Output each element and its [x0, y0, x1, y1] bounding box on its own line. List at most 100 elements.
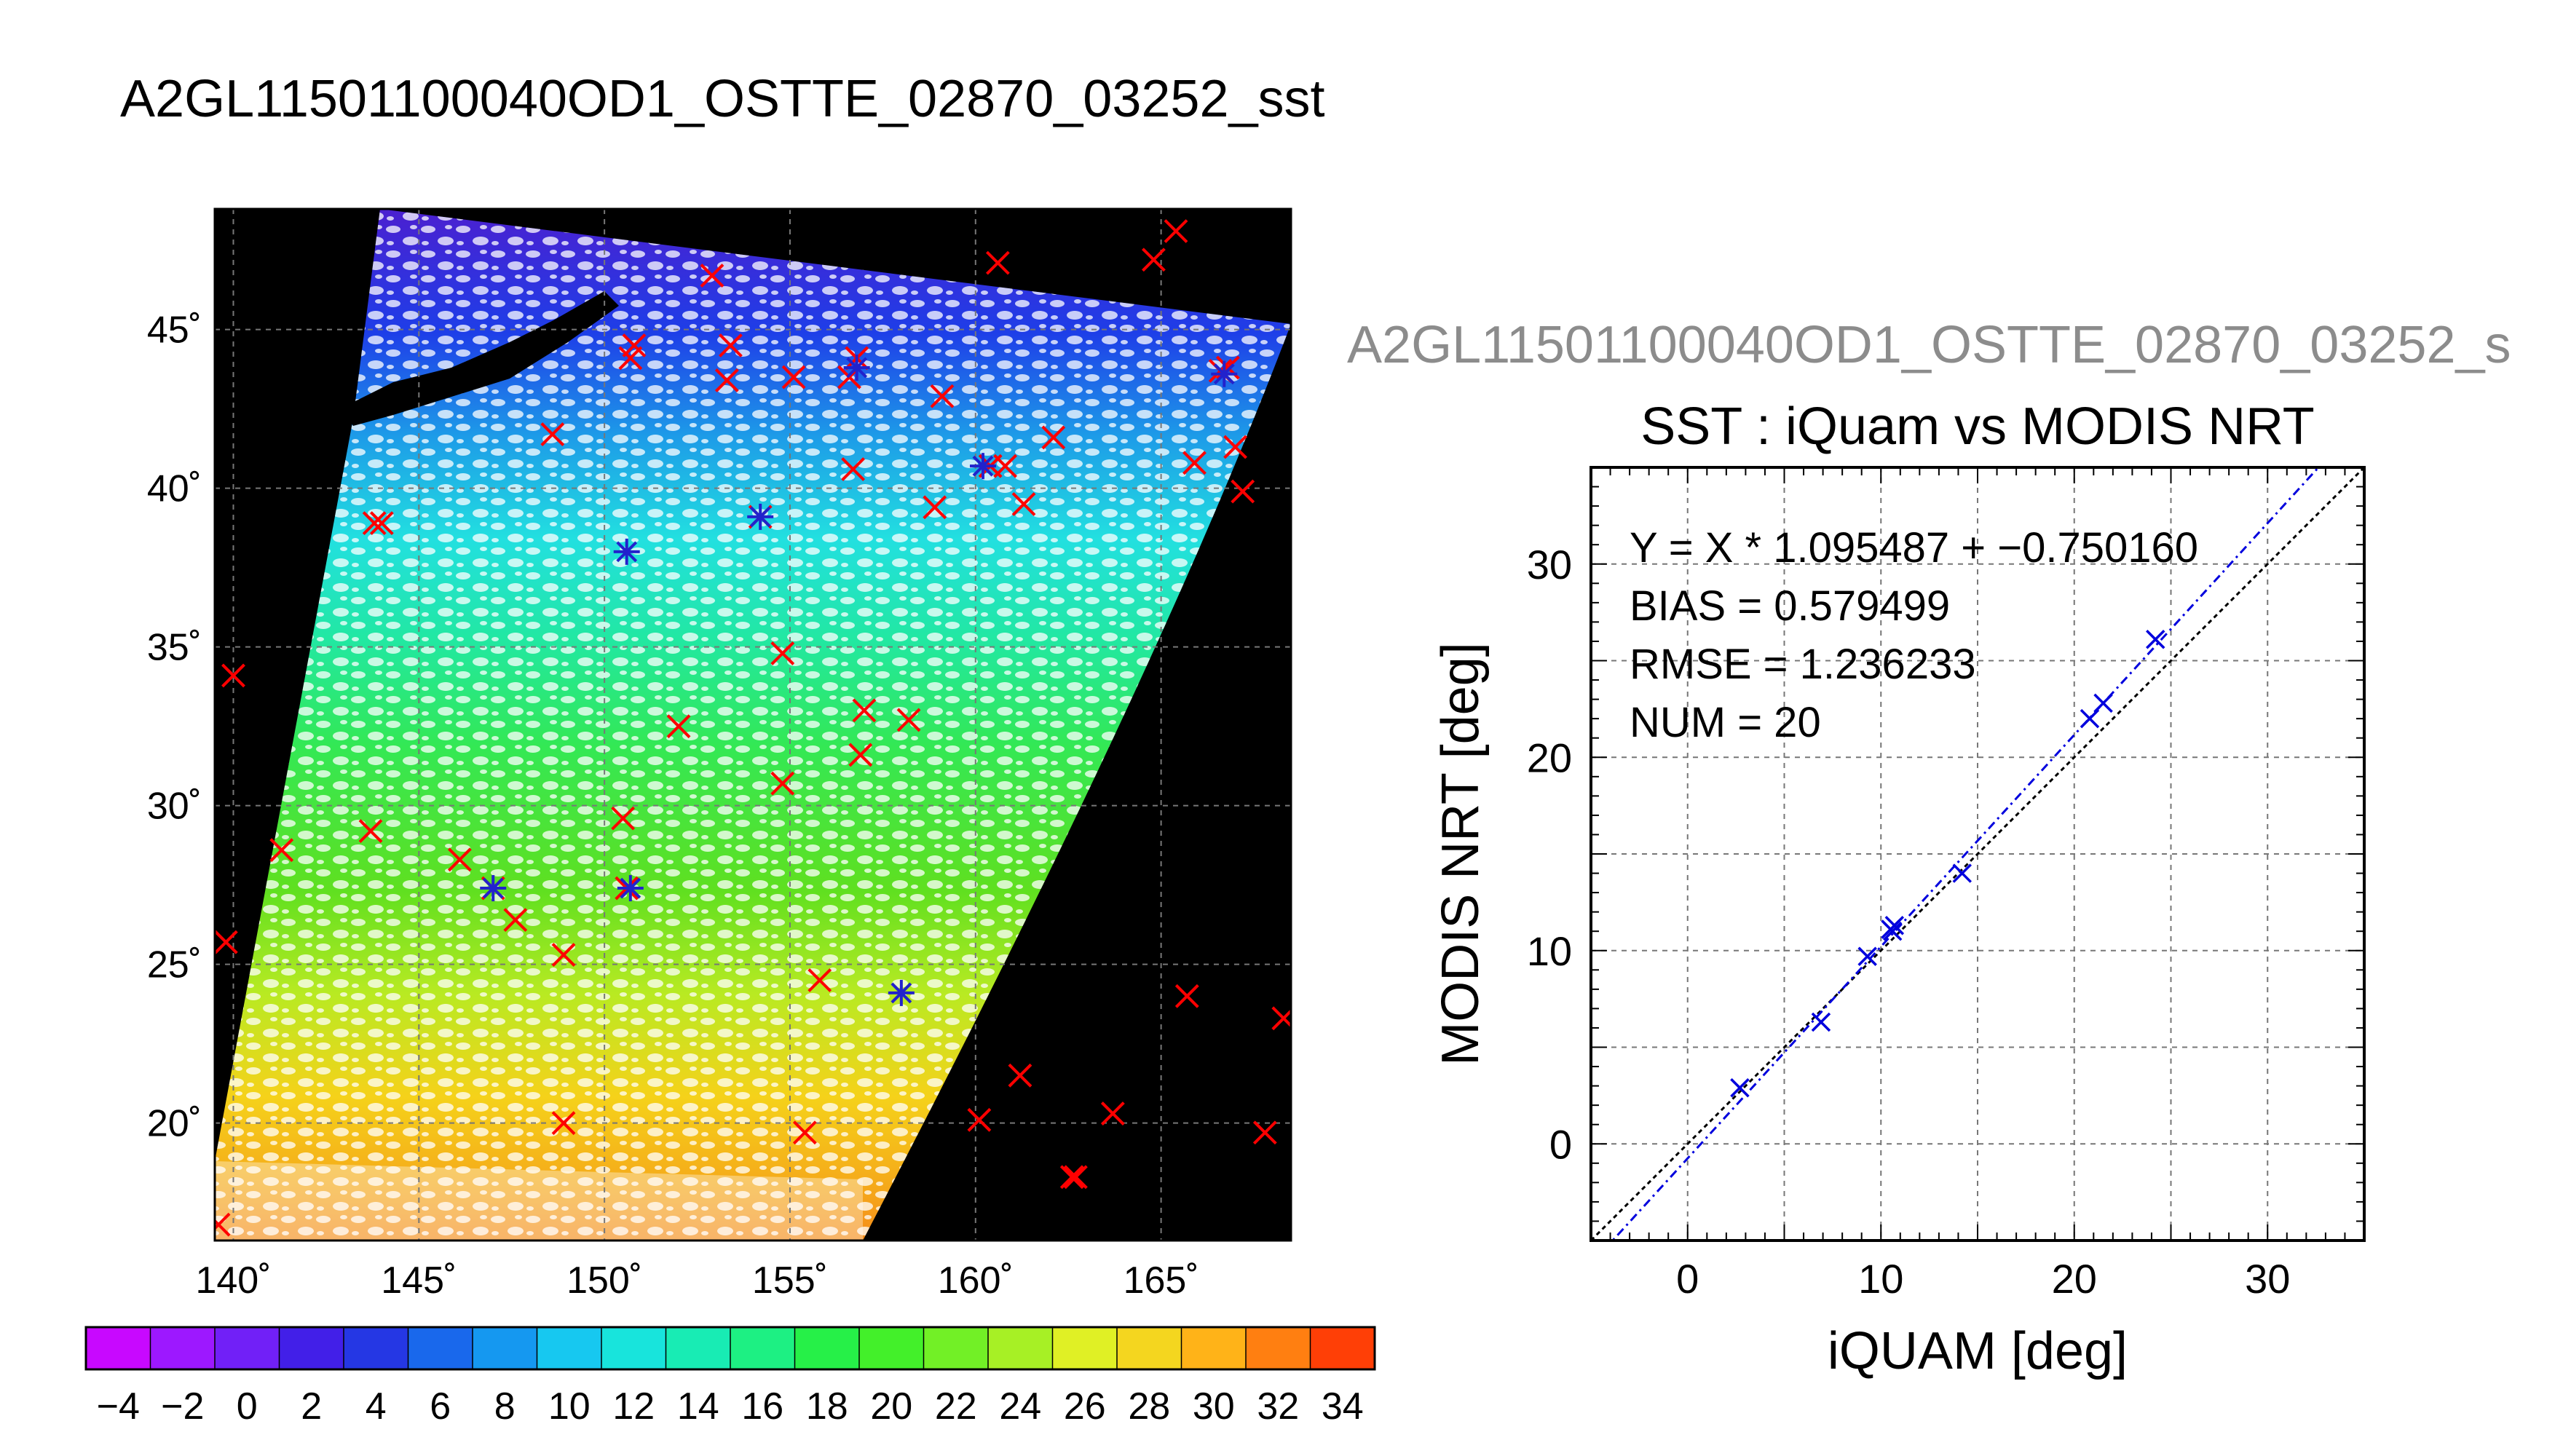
scatter-x-tick-label: 10	[1858, 1256, 1903, 1302]
map-marker-red	[807, 968, 832, 992]
colorbar-cell	[601, 1327, 666, 1369]
map-marker-red	[719, 333, 743, 357]
map-marker-red	[841, 457, 866, 481]
scatter-grid	[1591, 467, 2364, 1241]
colorbar-tick-labels: −4 −2 0 2 4 6 8 10 12 14 16 18 20 22 24 26 28 30 32 34	[97, 1385, 1364, 1428]
map-marker-red	[551, 943, 576, 968]
colorbar-cell	[215, 1327, 280, 1369]
scatter-point	[2146, 630, 2165, 649]
colorbar-cell	[86, 1327, 151, 1369]
colorbar-cell	[1310, 1327, 1375, 1369]
map-marker-red	[1164, 219, 1188, 243]
map-marker-red	[985, 250, 1010, 275]
colorbar-cell	[794, 1327, 860, 1369]
map-marker-blue	[1211, 360, 1238, 387]
map-y-tick-label: 30˚	[147, 786, 202, 828]
colorbar-cell	[537, 1327, 602, 1369]
map-x-tick-label: 160˚	[938, 1259, 1014, 1302]
colorbar-tick-label: 22	[935, 1385, 977, 1428]
map-marker-red	[1223, 435, 1247, 459]
map-marker-red	[1100, 1101, 1125, 1126]
colorbar-tick-label: 20	[870, 1385, 912, 1428]
map-x-tick-label: 150˚	[566, 1259, 642, 1302]
map-y-tick-label: 20˚	[147, 1103, 202, 1145]
colorbar-tick-label: −2	[161, 1385, 204, 1428]
map-marker-red	[622, 333, 647, 357]
colorbar-tick-label: 30	[1193, 1385, 1235, 1428]
colorbar-tick-label: 10	[548, 1385, 591, 1428]
colorbar-tick-label: 24	[999, 1385, 1041, 1428]
colorbar-cell	[1246, 1327, 1311, 1369]
map-marker-red	[930, 384, 955, 408]
scatter-x-tick-label: 20	[2052, 1256, 2097, 1302]
map-marker-red	[993, 454, 1017, 478]
map-marker-red	[1059, 1165, 1084, 1190]
map-marker-red	[700, 264, 724, 288]
scatter-title: SST : iQuam vs MODIS NRT	[1640, 397, 2315, 456]
map-marker-red	[447, 847, 472, 872]
map-marker-red	[1182, 451, 1207, 475]
colorbar-tick-label: 4	[366, 1385, 387, 1428]
map-marker-red	[1008, 1063, 1032, 1088]
map-marker-red	[1041, 425, 1066, 450]
colorbar-tick-label: 12	[612, 1385, 655, 1428]
map-frame	[213, 207, 1292, 1242]
map-marker-red	[551, 1111, 576, 1136]
colorbar-tick-label: 2	[301, 1385, 322, 1428]
map-marker-blue	[747, 503, 774, 530]
map-y-tick-label: 40˚	[147, 468, 202, 510]
map-marker-blue	[843, 355, 870, 381]
colorbar-cell	[279, 1327, 344, 1369]
scatter-annotations: Y = X * 1.095487 + −0.750160 BIAS = 0.57…	[1630, 524, 2198, 746]
colorbar-cells	[86, 1327, 1375, 1369]
colorbar-cell	[1052, 1327, 1118, 1369]
map-marker-red	[540, 422, 565, 446]
map-marker-red	[852, 698, 877, 723]
colorbar-cell	[150, 1327, 216, 1369]
colorbar-cell	[1181, 1327, 1247, 1369]
scatter-point	[1730, 1078, 1750, 1098]
map-marker-red	[1142, 248, 1166, 272]
colorbar-tick-label: −4	[97, 1385, 140, 1428]
annotation-rmse: RMSE = 1.236233	[1630, 641, 1976, 688]
annotation-fit-equation: Y = X * 1.095487 + −0.750160	[1630, 524, 2198, 571]
colorbar-frame	[84, 1326, 1376, 1371]
map-x-tick-label: 165˚	[1124, 1259, 1199, 1302]
colorbar-tick-label: 14	[677, 1385, 719, 1428]
colorbar-tick-label: 6	[430, 1385, 451, 1428]
map-x-tick-label: 145˚	[381, 1259, 457, 1302]
map-marker-red	[1011, 492, 1036, 516]
scatter-y-tick-label: 0	[1549, 1121, 1572, 1167]
colorbar-tick-label: 16	[741, 1385, 783, 1428]
scatter-y-tick-label: 30	[1527, 542, 1572, 587]
one-to-one-line	[1591, 467, 2364, 1241]
scatter-points	[1730, 630, 2165, 1098]
map-marker-blue	[617, 875, 644, 902]
scatter-x-tick-label: 30	[2245, 1256, 2290, 1302]
map-marker-red	[1174, 984, 1199, 1008]
map-marker-red	[215, 1212, 231, 1237]
swath-clouds	[215, 209, 1291, 1241]
map-marker-red	[792, 1120, 817, 1145]
map-y-tick-label: 45˚	[147, 309, 202, 352]
scatter-point	[1857, 946, 1877, 966]
colorbar-tick-label: 26	[1064, 1385, 1106, 1428]
scatter-y-axis-label: MODIS NRT [deg]	[1431, 642, 1490, 1066]
japan-landmass	[342, 291, 619, 426]
map-marker-red	[503, 908, 528, 933]
scatter-plot: 0 10 20 30 0 10 20 30 Y = X * 1.095487 + −0.75…	[1431, 466, 2366, 1380]
map-marker-red	[967, 1107, 992, 1132]
colorbar-tick-label: 28	[1128, 1385, 1170, 1428]
scatter-y-tick-labels: 0 10 20 30	[1527, 542, 1572, 1168]
scatter-point	[1952, 863, 1972, 883]
scatter-x-axis-label: iQUAM [deg]	[1828, 1322, 2128, 1380]
colorbar-cell	[666, 1327, 731, 1369]
scatter-subtitle: A2GL11501100040OD1_OSTTE_02870_03252_s	[1347, 316, 2511, 374]
map-marker-red	[1252, 1120, 1277, 1145]
fit-line	[1611, 467, 2321, 1241]
scatter-point	[1811, 1012, 1831, 1032]
scatter-frame	[1590, 466, 2366, 1242]
map-marker-red	[221, 663, 245, 688]
colorbar-cell	[1117, 1327, 1182, 1369]
